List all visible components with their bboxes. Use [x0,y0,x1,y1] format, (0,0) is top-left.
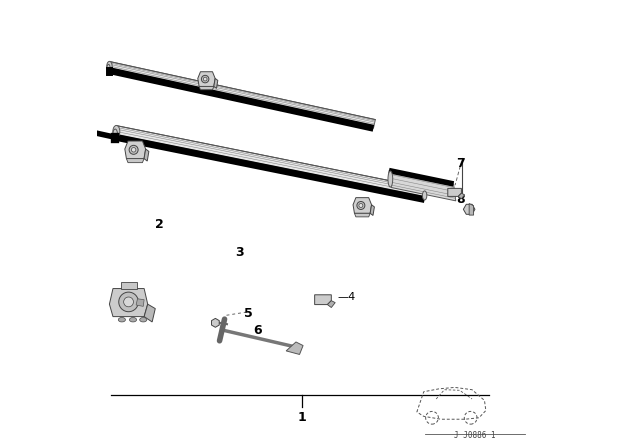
Polygon shape [125,141,146,159]
Ellipse shape [107,61,112,71]
Ellipse shape [388,171,393,187]
Polygon shape [315,295,332,305]
Circle shape [119,292,138,312]
Text: 6: 6 [253,324,262,337]
Polygon shape [127,159,144,163]
Polygon shape [136,299,144,306]
Polygon shape [214,78,218,88]
Text: 1: 1 [298,411,307,424]
Polygon shape [109,289,148,317]
Text: 3: 3 [236,246,244,259]
Polygon shape [353,198,372,213]
Polygon shape [458,193,465,199]
Polygon shape [328,301,335,307]
Text: 5: 5 [244,306,253,319]
Polygon shape [115,126,427,199]
Text: 8: 8 [456,193,465,206]
Text: 7: 7 [456,157,465,170]
Text: 2: 2 [156,217,164,231]
Ellipse shape [113,125,120,138]
Polygon shape [211,319,220,327]
Ellipse shape [118,318,125,322]
Polygon shape [144,304,156,322]
Circle shape [359,203,363,207]
Circle shape [124,297,134,307]
Polygon shape [448,188,461,196]
Ellipse shape [129,318,136,322]
Polygon shape [144,149,149,161]
Text: —4: —4 [338,293,356,302]
Circle shape [204,77,207,81]
Text: J J0886 1: J J0886 1 [454,431,496,440]
Circle shape [129,145,138,154]
Polygon shape [286,342,303,354]
Circle shape [357,202,365,210]
Polygon shape [469,203,474,215]
Ellipse shape [140,318,147,322]
Polygon shape [199,86,214,90]
Circle shape [202,75,209,83]
Polygon shape [109,62,375,128]
Polygon shape [389,171,456,201]
Ellipse shape [107,65,110,71]
Polygon shape [463,204,475,214]
Polygon shape [355,213,370,217]
Ellipse shape [422,191,427,200]
Polygon shape [198,72,215,86]
Polygon shape [121,282,138,289]
Ellipse shape [113,129,117,138]
Circle shape [131,147,136,152]
Polygon shape [370,205,374,215]
